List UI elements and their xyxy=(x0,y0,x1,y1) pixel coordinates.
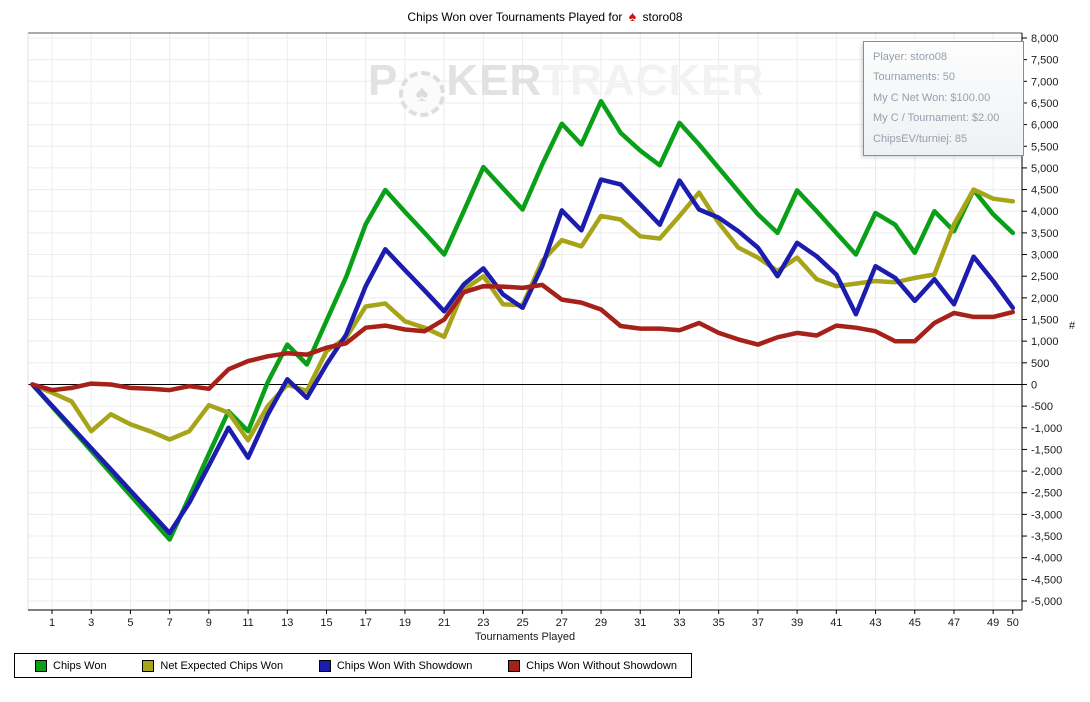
y-tick-label: -1,000 xyxy=(1031,423,1062,435)
legend-item-chips-won-without-showdown: Chips Won Without Showdown xyxy=(508,659,677,672)
x-tick-label: 27 xyxy=(556,617,568,629)
x-tick-label: 21 xyxy=(438,617,450,629)
y-tick-label: 5,000 xyxy=(1031,163,1059,175)
x-tick-label: 47 xyxy=(948,617,960,629)
player-stats-tooltip: Player: storo08 Tournaments: 50 My C Net… xyxy=(863,41,1024,157)
series-line-chips-won-with-showdown xyxy=(30,177,1016,536)
y-tick-label: 2,500 xyxy=(1031,271,1059,283)
y-tick-label: 1,000 xyxy=(1031,336,1059,348)
legend-label: Net Expected Chips Won xyxy=(160,659,284,672)
x-axis-title: Tournaments Played xyxy=(475,631,575,643)
legend-item-net-expected-chips-won: Net Expected Chips Won xyxy=(142,659,284,672)
series-line-chips-won xyxy=(30,98,1016,542)
legend-label: Chips Won With Showdown xyxy=(336,659,473,672)
tooltip-line-per-tournament: My C / Tournament: $2.00 xyxy=(873,112,1000,125)
legend-swatch-icon xyxy=(318,659,331,672)
y-tick-label: 7,500 xyxy=(1031,55,1059,67)
chart-title-player: storo08 xyxy=(642,10,683,24)
y-tick-label: -3,500 xyxy=(1031,531,1062,543)
x-tick-label: 33 xyxy=(673,617,685,629)
legend-swatch-icon xyxy=(142,659,155,672)
y-tick-label: -2,500 xyxy=(1031,488,1062,500)
x-tick-label: 45 xyxy=(909,617,921,629)
legend-item-chips-won: Chips Won xyxy=(35,659,107,672)
legend-label: Chips Won xyxy=(53,659,107,672)
y-tick-label: 8,000 xyxy=(1031,33,1059,45)
x-tick-label: 50 xyxy=(1007,617,1019,629)
chart-title-text: Chips Won over Tournaments Played for xyxy=(407,10,623,24)
y-tick-label: 2,000 xyxy=(1031,293,1059,305)
y-tick-label: -4,500 xyxy=(1031,574,1062,586)
x-tick-label: 11 xyxy=(242,617,253,629)
x-tick-label: 23 xyxy=(477,617,489,629)
x-tick-label: 35 xyxy=(713,617,725,629)
x-tick-label: 15 xyxy=(320,617,332,629)
y-tick-label: 1,500 xyxy=(1031,315,1059,327)
y-tick-label: -2,000 xyxy=(1031,466,1062,478)
legend-label: Chips Won Without Showdown xyxy=(526,659,677,672)
tooltip-line-net-won: My C Net Won: $100.00 xyxy=(873,91,991,104)
y-axis-title: # xyxy=(1069,320,1076,332)
x-tick-label: 37 xyxy=(752,617,764,629)
x-tick-label: 25 xyxy=(516,617,528,629)
x-tick-label: 1 xyxy=(49,617,55,629)
x-tick-label: 17 xyxy=(360,617,372,629)
y-tick-label: -4,000 xyxy=(1031,553,1062,565)
chart-title: Chips Won over Tournaments Played for ♠ … xyxy=(0,8,1090,24)
y-tick-label: 7,000 xyxy=(1031,76,1059,88)
y-tick-label: -3,000 xyxy=(1031,509,1062,521)
legend-swatch-icon xyxy=(35,659,47,672)
legend-swatch-icon xyxy=(508,659,521,672)
x-tick-label: 41 xyxy=(830,617,842,629)
tooltip-line-tournaments: Tournaments: 50 xyxy=(873,71,955,84)
x-tick-label: 39 xyxy=(791,617,803,629)
y-tick-label: 3,000 xyxy=(1031,250,1059,262)
y-tick-label: 500 xyxy=(1031,358,1049,370)
x-tick-label: 7 xyxy=(167,617,173,629)
y-tick-label: -1,500 xyxy=(1031,444,1062,456)
x-tick-label: 3 xyxy=(88,617,94,629)
y-tick-label: 0 xyxy=(1031,379,1037,391)
x-tick-label: 5 xyxy=(127,617,133,629)
x-tick-label: 9 xyxy=(206,617,212,629)
y-tick-label: 5,500 xyxy=(1031,141,1059,153)
y-tick-label: 4,000 xyxy=(1031,206,1059,218)
y-tick-label: 3,500 xyxy=(1031,228,1059,240)
y-tick-label: 6,000 xyxy=(1031,120,1059,132)
x-tick-label: 49 xyxy=(987,617,999,629)
chart-legend: Chips Won Net Expected Chips Won Chips Won… xyxy=(14,653,692,678)
legend-item-chips-won-with-showdown: Chips Won With Showdown xyxy=(318,659,473,672)
y-tick-label: 6,500 xyxy=(1031,98,1059,110)
x-tick-label: 19 xyxy=(399,617,411,629)
y-tick-label: -500 xyxy=(1031,401,1053,413)
y-tick-label: 4,500 xyxy=(1031,185,1059,197)
plot-background xyxy=(28,33,1022,610)
x-tick-label: 31 xyxy=(634,617,646,629)
tooltip-line-chips-ev: ChipsEV/turniej: 85 xyxy=(873,132,968,145)
x-tick-label: 29 xyxy=(595,617,607,629)
tooltip-line-player: Player: storo08 xyxy=(873,51,947,63)
series-line-chips-won-without-showdown xyxy=(30,282,1016,393)
x-tick-label: 43 xyxy=(869,617,881,629)
y-tick-label: -5,000 xyxy=(1031,596,1062,608)
pokerstars-spade-icon: ♠ xyxy=(628,8,637,24)
x-tick-label: 13 xyxy=(281,617,293,629)
